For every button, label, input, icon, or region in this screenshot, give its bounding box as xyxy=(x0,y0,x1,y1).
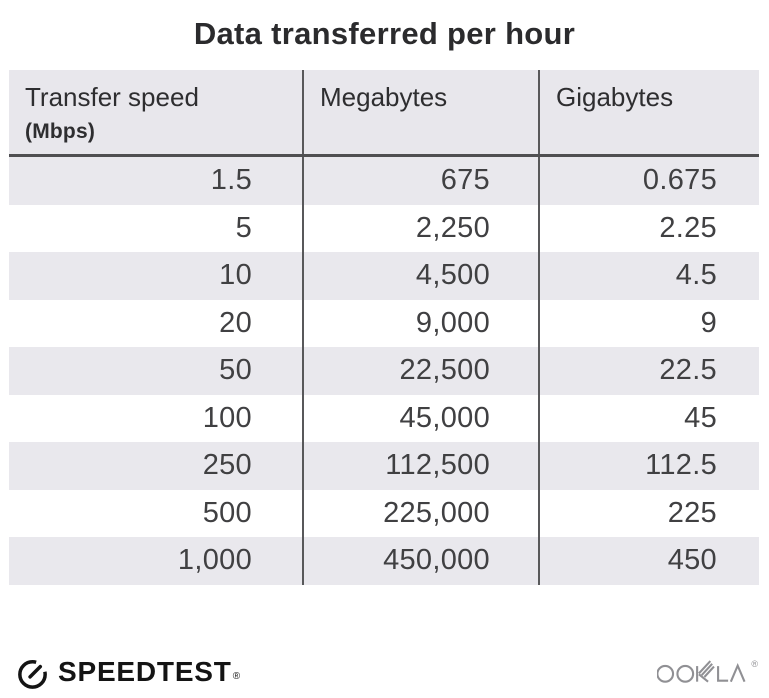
table-row: 10 4,500 4.5 xyxy=(9,252,759,300)
cell-speed: 1,000 xyxy=(177,544,252,577)
cell-gigabytes: 4.5 xyxy=(538,252,759,300)
cell-megabytes: 22,500 xyxy=(302,347,538,395)
header-mbps-sublabel: (Mbps) xyxy=(25,120,96,143)
cell-speed: 10 xyxy=(219,259,252,292)
speedometer-gauge-icon xyxy=(18,659,47,689)
cell-gigabytes: 450 xyxy=(538,537,759,585)
cell-megabytes: 450,000 xyxy=(302,537,538,585)
header-transfer-speed-label: Transfer speed xyxy=(25,82,199,112)
table-row: 5 2,250 2.25 xyxy=(9,204,759,252)
table-row: 1,000 450,000 450 xyxy=(9,537,759,585)
table-row: 500 225,000 225 xyxy=(9,489,759,537)
cell-speed: 250 xyxy=(202,449,252,482)
cell-gigabytes: 45 xyxy=(538,394,759,442)
cell-megabytes: 112,500 xyxy=(302,442,538,490)
speedtest-wordmark: SPEEDTEST xyxy=(58,656,232,687)
cell-speed: 500 xyxy=(202,496,252,529)
table-row: 1.5 675 0.675 xyxy=(9,157,759,205)
cell-megabytes: 225,000 xyxy=(302,489,538,537)
header-transfer-speed: Transfer speed (Mbps) xyxy=(9,70,302,154)
cell-megabytes: 9,000 xyxy=(302,299,538,347)
table-row: 100 45,000 45 xyxy=(9,394,759,442)
cell-speed: 5 xyxy=(235,211,252,244)
cell-gigabytes: 112.5 xyxy=(538,442,759,490)
speedtest-logo: SPEEDTEST ® xyxy=(15,653,241,691)
cell-megabytes: 45,000 xyxy=(302,394,538,442)
cell-gigabytes: 0.675 xyxy=(538,157,759,205)
ookla-logo: OOKLA ® xyxy=(657,659,758,684)
header-gigabytes: Gigabytes xyxy=(538,70,759,154)
table-header-row: Transfer speed (Mbps) Megabytes Gigabyte… xyxy=(9,70,759,157)
cell-megabytes: 2,250 xyxy=(302,204,538,252)
table-row: 250 112,500 112.5 xyxy=(9,442,759,490)
ookla-registered-mark: ® xyxy=(751,659,758,669)
cell-speed: 20 xyxy=(219,306,252,339)
cell-speed: 50 xyxy=(219,354,252,387)
ookla-wordmark-icon xyxy=(657,660,746,683)
cell-speed: 100 xyxy=(202,401,252,434)
page-title: Data transferred per hour xyxy=(193,16,576,51)
table-row: 50 22,500 22.5 xyxy=(9,347,759,395)
cell-megabytes: 675 xyxy=(302,157,538,205)
cell-gigabytes: 225 xyxy=(538,489,759,537)
data-table: Transfer speed (Mbps) Megabytes Gigabyte… xyxy=(9,70,759,585)
cell-megabytes: 4,500 xyxy=(302,252,538,300)
speedtest-registered-mark: ® xyxy=(232,670,241,682)
header-megabytes: Megabytes xyxy=(302,70,538,154)
cell-gigabytes: 2.25 xyxy=(538,204,759,252)
cell-speed: 1.5 xyxy=(210,164,252,197)
table-row: 20 9,000 9 xyxy=(9,299,759,347)
cell-gigabytes: 22.5 xyxy=(538,347,759,395)
cell-gigabytes: 9 xyxy=(538,299,759,347)
